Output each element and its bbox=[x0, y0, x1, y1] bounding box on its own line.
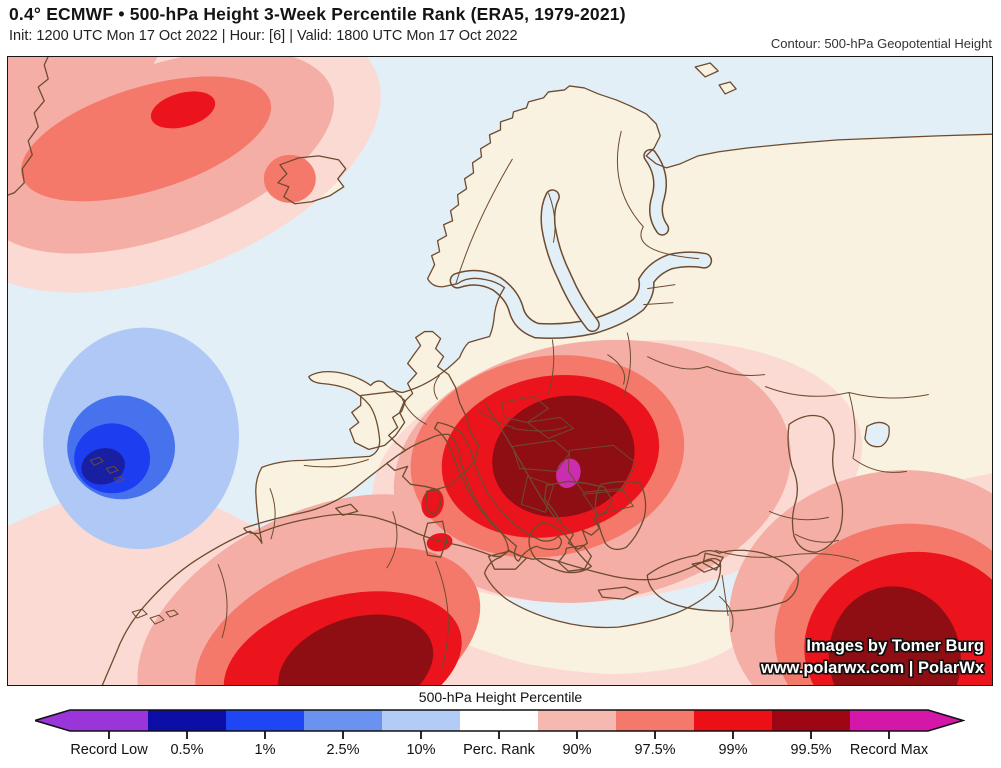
colorbar-label: 10% bbox=[406, 742, 436, 758]
page-title: 0.4° ECMWF • 500-hPa Height 3-Week Perce… bbox=[9, 4, 626, 24]
colorbar-label: Record Low bbox=[70, 742, 148, 758]
blob-greenland-red bbox=[150, 91, 216, 129]
watermark-site: www.polarwx.com | PolarWx bbox=[760, 659, 984, 677]
init-valid-info: Init: 1200 UTC Mon 17 Oct 2022 | Hour: [… bbox=[9, 28, 518, 44]
colorbar-label: 90% bbox=[562, 742, 592, 758]
colorbar-segment bbox=[382, 710, 460, 731]
colorbar-segment bbox=[460, 710, 538, 731]
percentile-fill-layer bbox=[8, 57, 992, 685]
colorbar-segment bbox=[850, 710, 928, 731]
colorbar-segment bbox=[616, 710, 694, 731]
colorbar-title: 500-hPa Height Percentile bbox=[418, 689, 583, 705]
europe-percentile-map bbox=[8, 57, 992, 685]
colorbar-segment bbox=[70, 710, 148, 731]
colorbar-labels: Record Low 0.5% 1% 2.5% 10% Perc. Rank 9… bbox=[35, 742, 965, 760]
blob-corsica-red bbox=[421, 488, 444, 519]
colorbar-label: 99% bbox=[718, 742, 748, 758]
watermark-credit: Images by Tomer Burg bbox=[806, 637, 984, 655]
colorbar-label: 1% bbox=[254, 742, 276, 758]
colorbar-label: 99.5% bbox=[790, 742, 832, 758]
blob-iceland-salmon bbox=[263, 154, 316, 203]
contour-note: Contour: 500-hPa Geopotential Height bbox=[770, 36, 992, 51]
watermark: Images by Tomer Burg www.polarwx.com | P… bbox=[761, 635, 984, 679]
colorbar-label: 2.5% bbox=[326, 742, 360, 758]
colorbar-segment bbox=[772, 710, 850, 731]
colorbar-arrow-right bbox=[928, 710, 963, 731]
colorbar-outline bbox=[35, 709, 965, 732]
colorbar-ticks bbox=[108, 731, 890, 739]
blob-middle-east-darkred bbox=[828, 586, 961, 685]
blob-atlantic-navy bbox=[81, 448, 125, 485]
map-canvas: Images by Tomer Burg www.polarwx.com | P… bbox=[7, 56, 993, 686]
colorbar-segment bbox=[304, 710, 382, 731]
colorbar-label: 97.5% bbox=[634, 742, 676, 758]
colorbar-arrow-left bbox=[35, 710, 70, 731]
colorbar-segment bbox=[694, 710, 772, 731]
colorbar-label: Record Max bbox=[849, 742, 929, 758]
colorbar-segment bbox=[226, 710, 304, 731]
blob-iberia-africa-darkred bbox=[278, 614, 434, 685]
colorbar-label: Perc. Rank bbox=[463, 742, 535, 758]
colorbar-label: 0.5% bbox=[170, 742, 204, 758]
colorbar-segment bbox=[148, 710, 226, 731]
colorbar-legend: 500-hPa Height Percentile bbox=[0, 686, 1001, 768]
colorbar bbox=[35, 709, 965, 739]
colorbar-segment bbox=[538, 710, 616, 731]
